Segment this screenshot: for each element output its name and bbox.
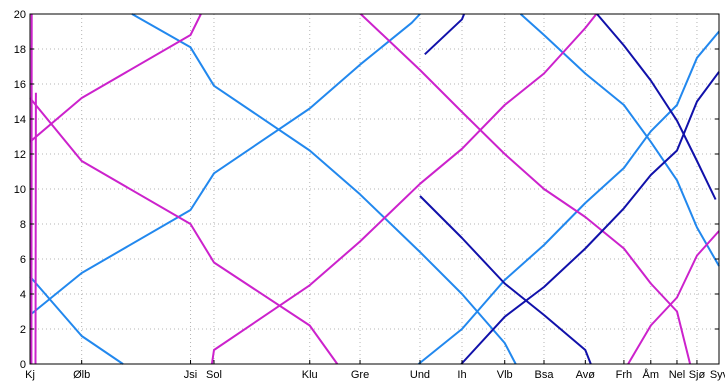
x-tick-label: Sjø	[689, 369, 706, 381]
train-line-magenta-6	[29, 97, 339, 365]
x-tick-label: Und	[410, 369, 430, 381]
x-tick-label: Klu	[302, 369, 318, 381]
y-tick-label: 4	[20, 289, 26, 301]
x-tick-label: Kj	[25, 369, 35, 381]
train-line-darkblue-16	[596, 13, 717, 200]
x-tick-label: Avø	[576, 369, 596, 381]
y-tick-label: 0	[20, 359, 26, 371]
x-tick-label: Nel	[669, 369, 686, 381]
y-axis: 0 2 4 6 8 10 12 14 16 18 20	[14, 9, 719, 371]
x-tick-label: Frh	[616, 369, 633, 381]
y-tick-label: 2	[20, 324, 26, 336]
y-tick-label: 18	[14, 44, 26, 56]
x-tick-label: Bsa	[535, 369, 555, 381]
y-tick-label: 12	[14, 149, 26, 161]
y-tick-label: 14	[14, 114, 26, 126]
x-tick-label: Ih	[457, 369, 466, 381]
x-tick-label: Åm	[643, 368, 660, 381]
train-line-lightblue-2	[29, 13, 421, 316]
y-tick-label: 8	[20, 219, 26, 231]
y-tick-label: 20	[14, 9, 26, 21]
grid	[29, 13, 720, 365]
x-tick-label: Vlb	[497, 369, 513, 381]
train-line-darkblue-14	[460, 71, 720, 365]
x-tick-label: Jsi	[184, 369, 197, 381]
x-tick-label: Gre	[351, 369, 369, 381]
train-line-magenta-10	[627, 230, 720, 365]
x-tick-label: Ølb	[73, 369, 90, 381]
train-line-darkblue-13	[419, 195, 592, 365]
x-tick-label: Syv	[710, 369, 725, 381]
train-line-lightblue-5	[519, 13, 720, 267]
train-line-lightblue-1	[29, 275, 124, 365]
train-line-lightblue-3	[131, 13, 517, 365]
train-line-lightblue-4	[417, 30, 720, 365]
y-tick-label: 10	[14, 184, 26, 196]
y-tick-label: 16	[14, 79, 26, 91]
train-line-darkblue-15	[424, 13, 466, 56]
train-line-magenta-7	[29, 13, 202, 143]
series-group	[29, 13, 720, 365]
train-line-magenta-9	[360, 13, 692, 365]
x-tick-label: Sol	[206, 369, 222, 381]
train-line-magenta-8	[210, 13, 598, 365]
y-tick-label: 6	[20, 254, 26, 266]
x-axis: Kj Ølb Jsi Sol Klu Gre Und Ih Vlb Bsa Avø Frh Åm Nel S…	[25, 360, 725, 381]
